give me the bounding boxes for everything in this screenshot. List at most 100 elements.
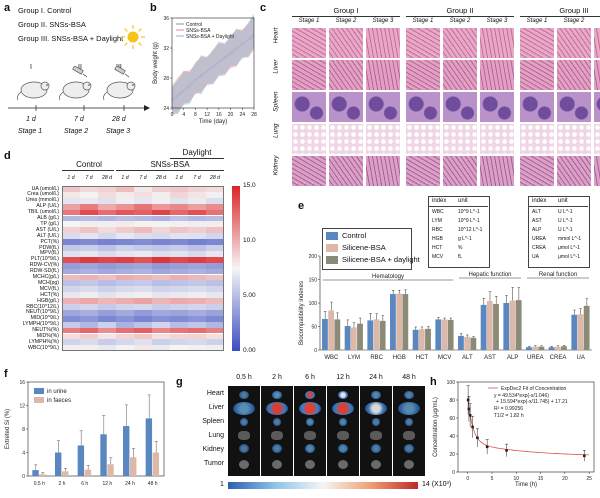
row-label: WBC(10^9/L) [28,344,59,351]
histology-image [594,156,600,186]
heatmap-cell [80,321,98,328]
heatmap-cell [152,227,170,234]
bar [458,335,464,350]
y-tick-label: 28 [163,76,169,82]
histology-image [557,92,591,122]
heart-signal [239,391,249,399]
heatmap-cell [98,221,116,228]
y-tick-label: 36 [163,16,169,22]
col-label: 28 d [155,175,167,181]
bar [55,452,62,476]
bar [418,329,425,350]
heatmap-cell [152,280,170,287]
spleen-signal [339,418,347,426]
lung-organ [370,431,382,440]
organ-label: Heart [272,27,280,44]
data-point [505,449,508,452]
kidney-signal [272,444,282,453]
histology-image [366,124,400,154]
bar [100,434,107,476]
y-tick-label: 60 [449,416,455,422]
time-label: 2 h [272,374,282,381]
bar [77,445,85,476]
heatmap-cell [116,327,134,334]
heatmap-cell [152,321,170,328]
heatmap-cell [134,298,152,304]
legend-swatch [326,232,338,240]
heatmap-cell [98,250,116,257]
stage-2: Stage 2 [64,128,89,135]
heatmap-cell [152,274,170,281]
colorbar-tick-label: 15.0 [243,182,256,189]
equation-line-1: y = 49.534*exp(-x/1.046) [494,393,549,399]
heatmap-cell [206,339,224,346]
row-label: AST (U/L) [36,226,59,233]
data-point [466,398,470,402]
heatmap-cell [116,186,134,192]
table-index: MCV [432,254,444,260]
heatmap-cell [206,333,224,340]
bar [145,418,153,476]
heatmap-cell [80,256,98,263]
group-2-text: Group II. SNSs-BSA [18,20,86,29]
heatmap-cell [206,280,224,287]
bar [561,346,567,350]
heatmap-cell [62,339,80,346]
heatmap-cell [98,274,116,281]
heatmap-cell [98,327,116,334]
row-label: TBIL (umol/L) [27,209,59,216]
histology-image [443,60,477,90]
heatmap-cell [134,245,152,251]
x-tick-label: 12 [204,112,210,118]
heatmap-cell [134,233,152,240]
heatmap-cell [98,333,116,340]
heatmap-cell [62,345,80,352]
heatmap-cell [152,345,170,352]
index-table-hematology [428,196,490,268]
histology-image [520,124,554,154]
heatmap-cell [188,256,206,263]
colorbar-tick-label: 0.00 [243,347,256,354]
series-line-2 [171,32,255,102]
table-unit: fL [458,254,463,260]
heatmap-cell [134,286,152,293]
bar [322,318,328,350]
x-tick-label: 25 [586,476,592,482]
bar [509,300,516,350]
bar [554,346,561,350]
histology-image [443,124,477,154]
heatmap-cell [152,186,170,192]
row-label: ALT (U/L) [36,232,59,239]
pharmacokinetics-chart: 0 5 10 15 20 25 0 20 40 60 80 100 Time (h) Concentrat… [433,380,595,488]
heatmap-cell [206,256,224,263]
organ-label: Spleen [272,91,280,112]
stage-header: Stage 3 [486,18,508,24]
heatmap-cell [80,315,98,322]
spleen-signal [306,418,314,426]
heatmap-cell [80,233,98,240]
day-1: 1 d [26,116,36,123]
heatmap-cell [98,268,116,275]
table-head: unit [458,198,468,204]
day-7: 7 d [74,116,84,123]
table-unit: μmol L^-1 [558,254,580,260]
heatmap-cell [188,345,206,352]
bar [470,337,477,350]
heatmap-cell [134,345,152,352]
kidney-signal [239,444,249,453]
y-tick-label: 0 [452,470,455,476]
heatmap-cell [62,256,80,263]
histology-grid: Group I Stage 1 Stage 2 Stage 3 Group II Stag… [262,6,600,192]
table-unit: U L^-1 [558,227,573,233]
y-axis-label: Biocompatibility indexes [299,281,305,345]
heatmap-cell [134,197,152,204]
bar [367,320,374,350]
legend-label: ExpDec2 Fit of Concentration [501,386,567,392]
lung-organ [304,431,316,440]
r-squared: R² = 0.99256 [494,406,523,412]
heatmap-cell [80,298,98,304]
heatmap-cell [98,292,116,299]
heatmap-cell [188,215,206,222]
x-tick-label: CREA [550,355,567,361]
bar [571,314,578,350]
